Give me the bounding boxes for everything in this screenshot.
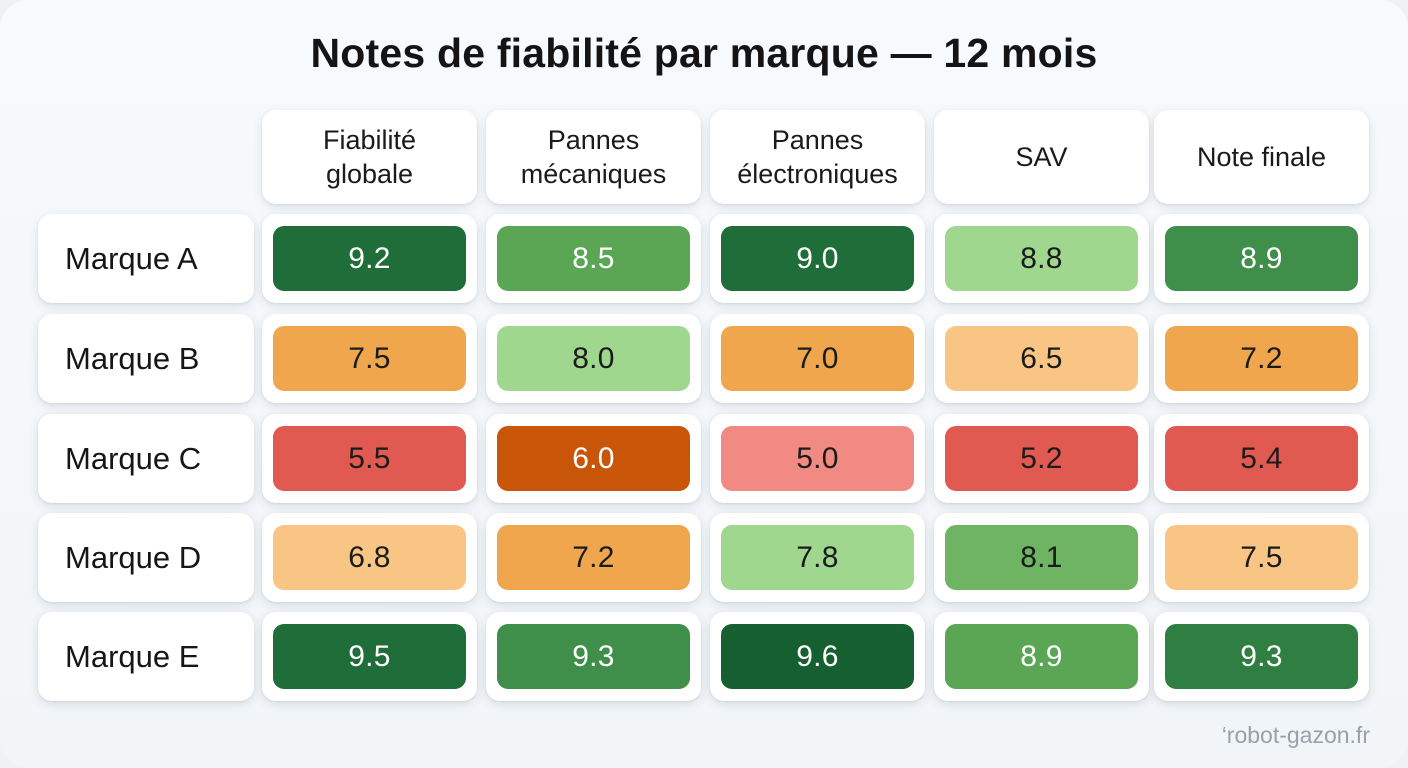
heatmap-cell: 9.5: [262, 612, 477, 701]
row-label: Marque C: [38, 414, 254, 503]
heatmap-cell: 8.8: [934, 214, 1149, 303]
cell-value: 7.2: [1165, 326, 1358, 391]
heatmap-cell: 5.0: [710, 414, 925, 503]
row-label: Marque E: [38, 612, 254, 701]
heatmap-cell: 5.2: [934, 414, 1149, 503]
cell-value: 5.5: [273, 426, 466, 491]
heatmap-cell: 9.6: [710, 612, 925, 701]
cell-value: 9.3: [497, 624, 690, 689]
cell-value: 7.2: [497, 525, 690, 590]
heatmap-cell: 7.8: [710, 513, 925, 602]
heatmap-cell: 7.2: [486, 513, 701, 602]
cell-value: 7.5: [273, 326, 466, 391]
cell-value: 5.4: [1165, 426, 1358, 491]
heatmap-cell: 8.9: [1154, 214, 1369, 303]
cell-value: 8.9: [945, 624, 1138, 689]
source-credit: ‘robot-gazon.fr: [1221, 722, 1370, 748]
heatmap-cell: 9.2: [262, 214, 477, 303]
heatmap-cell: 7.2: [1154, 314, 1369, 403]
heatmap-cell: 7.5: [1154, 513, 1369, 602]
heatmap-cell: 8.1: [934, 513, 1149, 602]
cell-value: 9.0: [721, 226, 914, 291]
heatmap-cell: 8.0: [486, 314, 701, 403]
heatmap-cell: 9.0: [710, 214, 925, 303]
heatmap-cell: 6.0: [486, 414, 701, 503]
cell-value: 8.8: [945, 226, 1138, 291]
cell-value: 8.1: [945, 525, 1138, 590]
heatmap-cell: 7.0: [710, 314, 925, 403]
row-label: Marque A: [38, 214, 254, 303]
heatmap-cell: 9.3: [1154, 612, 1369, 701]
heatmap-cell: 8.5: [486, 214, 701, 303]
cell-value: 5.0: [721, 426, 914, 491]
column-header: SAV: [934, 110, 1149, 204]
column-header: Pannes électroniques: [710, 110, 925, 204]
cell-value: 8.9: [1165, 226, 1358, 291]
cell-value: 6.0: [497, 426, 690, 491]
cell-value: 9.2: [273, 226, 466, 291]
cell-value: 6.8: [273, 525, 466, 590]
column-header: Note finale: [1154, 110, 1369, 204]
cell-value: 9.5: [273, 624, 466, 689]
heatmap-cell: 6.8: [262, 513, 477, 602]
column-header: Pannes mécaniques: [486, 110, 701, 204]
heatmap-cell: 6.5: [934, 314, 1149, 403]
cell-value: 7.5: [1165, 525, 1358, 590]
column-header: Fiabilité globale: [262, 110, 477, 204]
heatmap-cell: 9.3: [486, 612, 701, 701]
cell-value: 8.5: [497, 226, 690, 291]
heatmap-cell: 8.9: [934, 612, 1149, 701]
cell-value: 5.2: [945, 426, 1138, 491]
cell-value: 7.0: [721, 326, 914, 391]
heatmap-cell: 7.5: [262, 314, 477, 403]
heatmap-cell: 5.5: [262, 414, 477, 503]
cell-value: 6.5: [945, 326, 1138, 391]
cell-value: 9.3: [1165, 624, 1358, 689]
cell-value: 9.6: [721, 624, 914, 689]
heatmap-cell: 5.4: [1154, 414, 1369, 503]
cell-value: 8.0: [497, 326, 690, 391]
row-label: Marque B: [38, 314, 254, 403]
row-label: Marque D: [38, 513, 254, 602]
cell-value: 7.8: [721, 525, 914, 590]
chart-title: Notes de fiabilité par marque — 12 mois: [310, 30, 1098, 76]
